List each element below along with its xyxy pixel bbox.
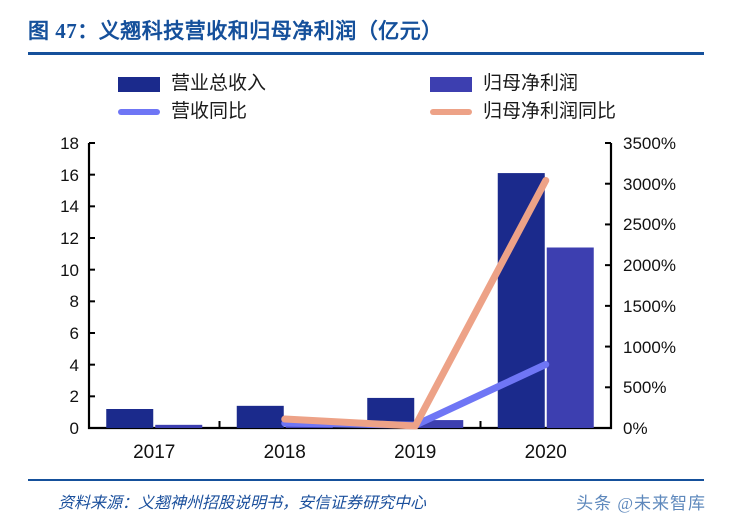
y-axis-left-tick-label: 6 xyxy=(69,324,79,343)
source-note: 资料来源：义翘神州招股说明书，安信证券研究中心 xyxy=(58,495,427,512)
legend-item-revenue[interactable]: 营业总收入 xyxy=(118,74,266,94)
bar-归母净利润 xyxy=(546,247,594,428)
y-axis-left-tick-label: 14 xyxy=(60,197,79,217)
y-axis-left-tick-label: 8 xyxy=(69,292,79,312)
x-axis-tick-label: 2019 xyxy=(394,442,437,463)
y-axis-left-tick-label: 4 xyxy=(69,355,79,375)
chart-legend: 营业总收入 归母净利润 营收同比 归母净利润同比 xyxy=(110,72,650,128)
page-title: 图 47：义翘科技营收和归母净利润（亿元） xyxy=(28,19,443,43)
bar-归母净利润 xyxy=(155,424,203,428)
chart-canvas xyxy=(87,142,613,430)
bar-归母净利润 xyxy=(416,420,464,428)
y-axis-left-tick-label: 16 xyxy=(60,165,79,185)
legend-item-net-profit-yoy[interactable]: 归母净利润同比 xyxy=(430,102,616,122)
y-axis-right-tick-label: 500% xyxy=(623,378,667,398)
y-axis-right-tick-label: 3500% xyxy=(623,134,676,153)
legend-label-revenue-yoy: 营收同比 xyxy=(171,101,248,122)
y-axis-left-tick-label: 18 xyxy=(60,134,79,153)
legend-item-revenue-yoy[interactable]: 营收同比 xyxy=(118,102,247,122)
watermark-label: 头条 @未来智库 xyxy=(576,494,706,513)
y-axis-left-tick-label: 0 xyxy=(69,419,79,438)
y-axis-left-tick-label: 12 xyxy=(60,229,79,248)
title-divider xyxy=(28,52,704,55)
y-axis-right-tick-label: 0% xyxy=(623,419,648,438)
y-axis-right-tick-label: 2500% xyxy=(623,215,676,235)
chart-plot-area: 0 2 4 6 8 10 12 14 16 18 0% 500% 1000% 1500% 2000% 2500… xyxy=(0,130,732,475)
bar-营业总收入 xyxy=(497,173,545,428)
y-axis-right-tick-label: 1500% xyxy=(623,296,676,316)
line-归母净利润同比 xyxy=(281,176,550,430)
legend-label-revenue: 营业总收入 xyxy=(171,73,267,94)
footer-divider xyxy=(28,479,704,481)
y-axis-left-tick-label: 2 xyxy=(69,387,79,407)
bar-营业总收入 xyxy=(106,409,154,428)
legend-swatch-net-profit xyxy=(430,76,472,92)
x-axis-tick-label: 2020 xyxy=(524,442,567,463)
y-axis-right-tick-label: 2000% xyxy=(623,256,676,276)
figure-header: 图 47：义翘科技营收和归母净利润（亿元） xyxy=(28,16,704,58)
bar-营业总收入 xyxy=(236,405,284,428)
legend-swatch-net-profit-yoy xyxy=(430,109,472,115)
legend-label-net-profit: 归母净利润 xyxy=(483,73,579,94)
legend-label-net-profit-yoy: 归母净利润同比 xyxy=(483,101,617,122)
x-axis-tick-label: 2018 xyxy=(263,442,306,463)
legend-item-net-profit[interactable]: 归母净利润 xyxy=(430,74,578,94)
y-axis-right-tick-label: 3000% xyxy=(623,174,676,194)
legend-swatch-revenue-yoy xyxy=(118,109,160,115)
y-axis-right-tick-label: 1000% xyxy=(623,337,676,357)
y-axis-left-tick-label: 10 xyxy=(60,260,79,280)
x-axis-tick-label: 2017 xyxy=(133,442,176,463)
legend-swatch-revenue xyxy=(118,76,160,92)
